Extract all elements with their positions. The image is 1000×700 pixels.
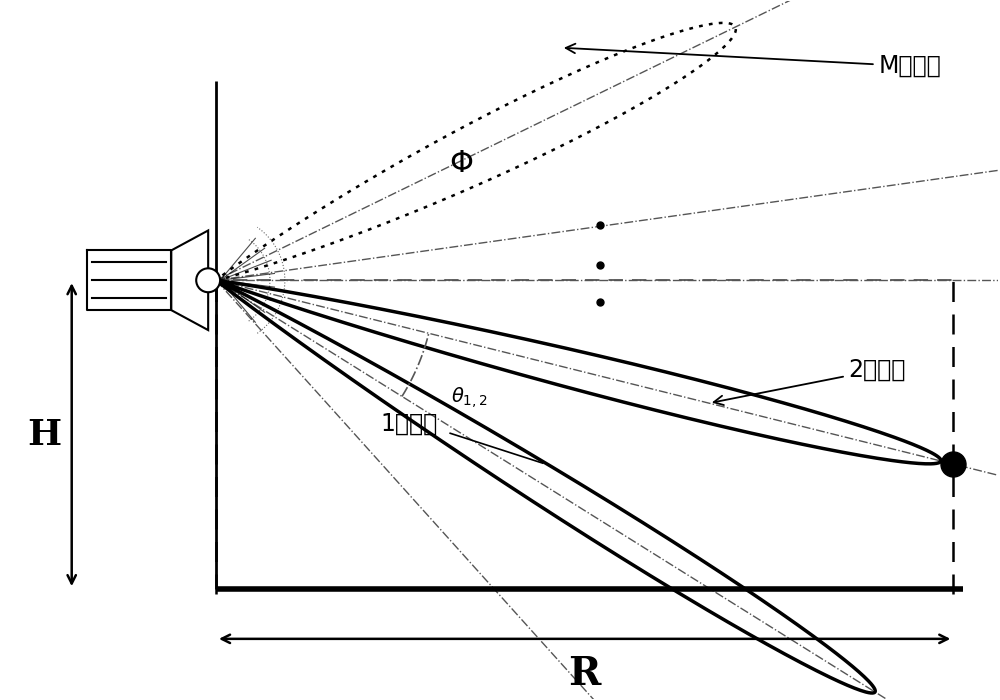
Text: $\theta_{1,2}$: $\theta_{1,2}$ [451, 386, 488, 410]
Polygon shape [171, 230, 208, 330]
Text: 1号波束: 1号波束 [380, 412, 438, 435]
Text: M号波束: M号波束 [566, 43, 941, 78]
Text: H: H [27, 418, 61, 452]
Text: $\Phi$: $\Phi$ [449, 148, 474, 179]
Circle shape [196, 268, 220, 292]
Text: R: R [568, 654, 601, 693]
Text: 2号波束: 2号波束 [714, 358, 906, 405]
